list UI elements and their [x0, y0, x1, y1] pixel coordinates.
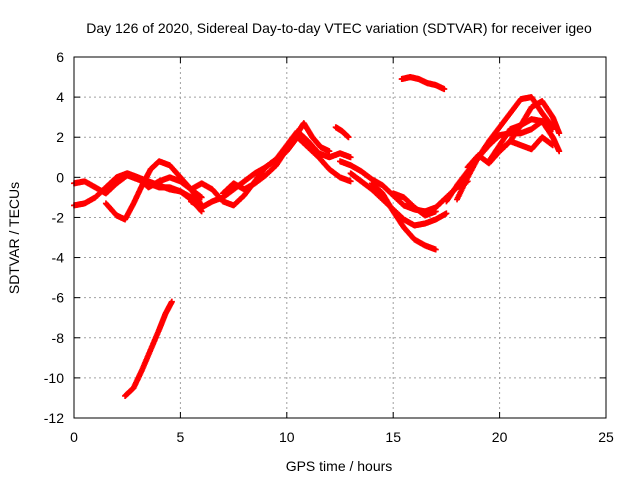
data-point: [347, 178, 354, 185]
data-series-track-14: [398, 74, 448, 93]
x-axis-label: GPS time / hours: [286, 458, 393, 474]
data-point: [168, 298, 175, 305]
y-tick-label: -6: [52, 290, 65, 306]
y-tick-label: -4: [52, 250, 65, 266]
y-tick-label: -12: [44, 410, 64, 426]
plot-frame: [73, 56, 607, 419]
data-point: [556, 148, 563, 155]
y-tick-label: 6: [56, 49, 64, 65]
data-point: [347, 154, 354, 161]
x-tick-label: 5: [177, 429, 185, 445]
data-series-track-13: [390, 190, 439, 219]
data-series-track-5: [122, 298, 175, 399]
data-series-track-16: [454, 118, 556, 203]
x-tick-label: 15: [385, 429, 401, 445]
data-point: [549, 142, 556, 149]
data-series-track-9: [332, 124, 352, 141]
y-tick-label: -10: [44, 370, 64, 386]
data-points: [71, 74, 563, 399]
data-series-track-10: [337, 158, 471, 215]
data-point: [198, 194, 205, 201]
data-point: [443, 210, 450, 217]
y-tick-label: 2: [56, 129, 64, 145]
data-series-track-12: [368, 180, 439, 253]
chart-title: Day 126 of 2020, Sidereal Day-to-day VTE…: [86, 20, 592, 36]
data-series-track-19: [496, 134, 556, 155]
data-point: [441, 86, 448, 93]
y-tick-label: -8: [52, 330, 65, 346]
data-point: [345, 134, 352, 141]
y-tick-label: -2: [52, 209, 65, 225]
data-point: [326, 148, 333, 155]
data-point: [556, 130, 563, 137]
x-tick-label: 10: [279, 429, 295, 445]
data-series-track-8: [219, 120, 333, 197]
y-tick-label: 0: [56, 169, 64, 185]
grid: [74, 57, 606, 418]
data-point: [432, 246, 439, 253]
y-axis-label: SDTVAR / TECUs: [6, 182, 22, 294]
axis-ticks: 0 5 10 15 20 25 -12 -10 -8 -6 -4 -2 0 2 4 6: [44, 49, 614, 445]
data-point: [432, 208, 439, 215]
x-tick-label: 25: [598, 429, 614, 445]
y-tick-label: 4: [56, 89, 64, 105]
x-tick-label: 0: [70, 429, 78, 445]
x-tick-label: 20: [492, 429, 508, 445]
